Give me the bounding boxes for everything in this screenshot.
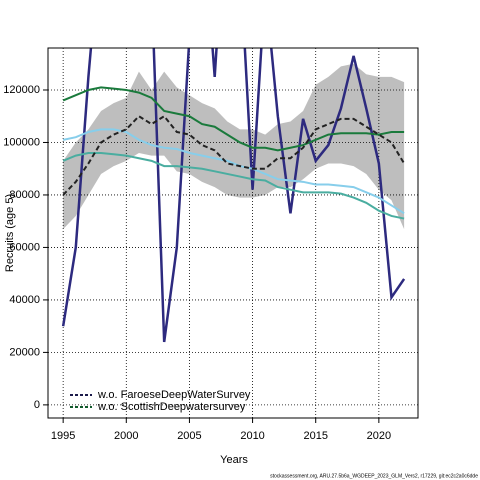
x-tick-label: 2010 [240,430,264,442]
y-tick-label: 0 [34,399,40,411]
y-tick-label: 80000 [9,189,40,201]
y-tick-label: 20000 [9,346,40,358]
y-tick-label: 40000 [9,294,40,306]
series-line [62,151,405,220]
series-line [62,86,405,152]
x-tick-label: 2005 [177,430,201,442]
y-tick-label: 120000 [3,84,40,96]
footer: stockassessment.org, ARU.27.5b6a_WGDEEP_… [270,473,478,479]
legend-label: w.o. ScottishDeepwatersurvey [97,401,246,413]
x-tick-label: 2000 [114,430,138,442]
plot-area [48,48,418,418]
x-tick-label: 1995 [51,430,75,442]
y-tick-label: 60000 [9,241,40,253]
y-axis-label: Recruits (age 5) [4,194,16,272]
x-axis-label: Years [220,454,248,466]
series-line [62,114,405,196]
series-line [62,128,405,215]
plot-frame [47,47,419,419]
x-tick-label: 2015 [303,430,327,442]
y-tick-label: 100000 [3,136,40,148]
legend-label: w.o. FaroeseDeepWaterSurvey [97,389,251,401]
x-tick-label: 2020 [367,430,391,442]
confidence-band [63,63,405,230]
series-line [61,48,406,343]
